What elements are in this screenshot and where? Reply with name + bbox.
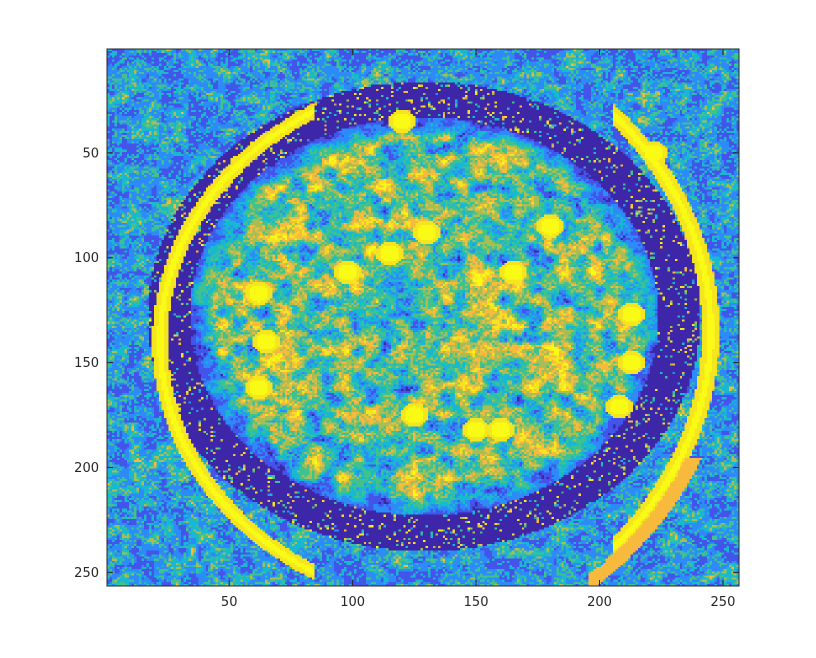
heatmap-image xyxy=(107,49,739,586)
x-tick-label: 100 xyxy=(340,595,365,610)
x-tick-label: 250 xyxy=(711,595,736,610)
x-tick-label: 200 xyxy=(587,595,612,610)
x-tick-label: 150 xyxy=(464,595,489,610)
y-tick-label: 250 xyxy=(74,566,99,581)
y-tick-label: 150 xyxy=(74,356,99,371)
axes-frame xyxy=(106,48,740,587)
y-tick-label: 50 xyxy=(82,146,99,161)
y-tick-label: 200 xyxy=(74,461,99,476)
y-tick-label: 100 xyxy=(74,251,99,266)
x-tick-label: 50 xyxy=(221,595,238,610)
